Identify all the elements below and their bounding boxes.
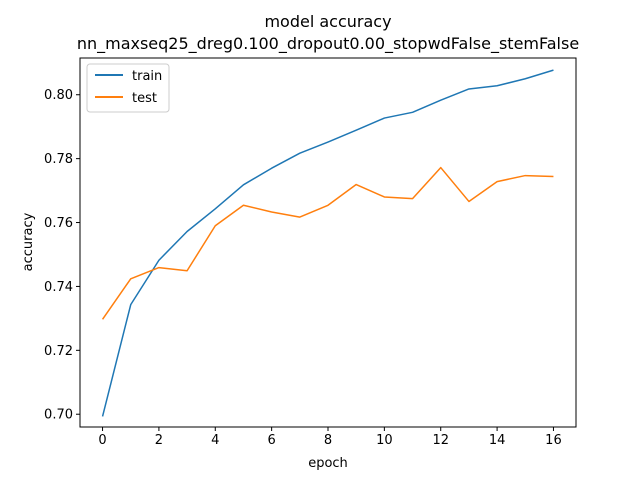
x-tick-label: 10: [376, 433, 393, 448]
legend-label-train: train: [132, 69, 162, 84]
y-tick-label: 0.72: [44, 344, 73, 359]
y-tick-label: 0.76: [44, 216, 73, 231]
series-line-test: [101, 166, 554, 320]
x-tick-label: 8: [324, 433, 332, 448]
legend: train test: [86, 63, 170, 113]
chart-title: model accuracy: [264, 12, 391, 31]
x-tick-label: 12: [432, 433, 449, 448]
y-tick-label: 0.78: [44, 152, 73, 167]
y-axis-label: accuracy: [21, 212, 36, 271]
x-tick-label: 2: [155, 433, 163, 448]
legend-label-test: test: [132, 91, 157, 106]
x-tick-label: 16: [545, 433, 562, 448]
x-tick-label: 0: [98, 433, 106, 448]
series-line-train: [101, 69, 554, 417]
y-tick-label: 0.80: [44, 88, 73, 103]
x-axis-label: epoch: [308, 456, 348, 471]
series-layer: [101, 69, 554, 417]
y-tick-label: 0.70: [44, 408, 73, 423]
x-tick-label: 6: [267, 433, 275, 448]
tick-layer: 0 2 4 6 8 10 12 14 16 0.70 0.72 0.74 0.76 0.78 0.80: [44, 88, 562, 448]
chart-subtitle: nn_maxseq25_dreg0.100_dropout0.00_stopwd…: [77, 34, 579, 54]
plot-frame: [79, 57, 577, 428]
x-tick-label: 14: [489, 433, 506, 448]
y-tick-label: 0.74: [44, 280, 73, 295]
x-tick-label: 4: [211, 433, 219, 448]
